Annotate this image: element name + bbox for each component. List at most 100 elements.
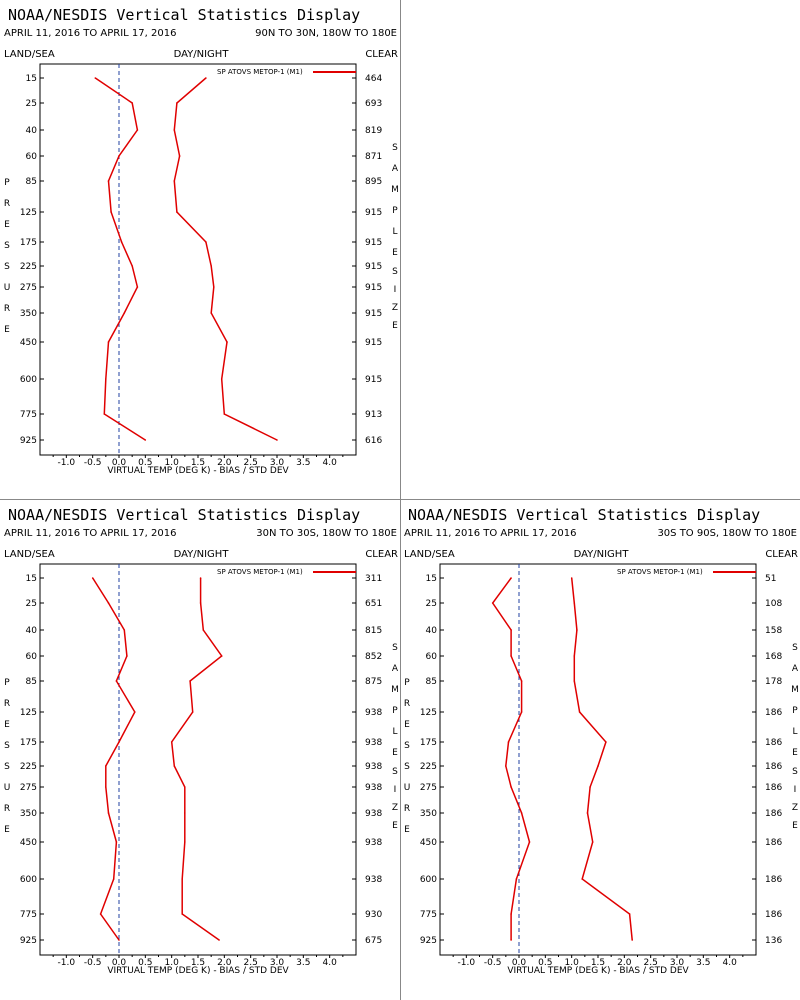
sample-size-label: 915 bbox=[365, 238, 382, 248]
sample-size-label: 915 bbox=[365, 375, 382, 385]
data-point-bias bbox=[520, 711, 523, 713]
data-point-bias bbox=[507, 741, 510, 743]
pressure-tick-label: 85 bbox=[26, 177, 37, 187]
pressure-tick-label: 225 bbox=[20, 762, 37, 772]
x-axis-label: VIRTUAL TEMP (DEG K) - BIAS / STD DEV bbox=[507, 966, 689, 976]
sample-size-label: 186 bbox=[765, 738, 782, 748]
x-tick-label: 4.0 bbox=[323, 458, 338, 468]
pressure-axis-letter: R bbox=[4, 804, 10, 814]
panel-divider-horizontal bbox=[0, 499, 800, 500]
sample-size-label: 693 bbox=[365, 99, 382, 109]
x-tick-label: -1.0 bbox=[58, 958, 76, 968]
pressure-tick-label: 85 bbox=[26, 677, 37, 687]
chart-svg: NOAA/NESDIS Vertical Statistics Display A… bbox=[4, 506, 399, 976]
pressure-tick-label: 60 bbox=[26, 652, 38, 662]
day-night-label: DAY/NIGHT bbox=[174, 49, 230, 60]
pressure-axis-letter: E bbox=[404, 825, 410, 835]
x-tick-label: 2.5 bbox=[244, 958, 258, 968]
data-point-bias bbox=[105, 786, 107, 788]
sample-axis-letter: A bbox=[392, 164, 399, 174]
data-point-bias bbox=[107, 341, 110, 343]
data-point-std-dev bbox=[184, 786, 186, 788]
pressure-axis-letter: R bbox=[4, 304, 10, 314]
data-point-bias bbox=[126, 655, 128, 657]
sample-axis-letter: L bbox=[392, 227, 397, 237]
sample-size-label: 651 bbox=[365, 599, 382, 609]
pressure-tick-label: 25 bbox=[26, 599, 37, 609]
size-axis-letter: Z bbox=[392, 803, 398, 813]
stats-panel-tropics: NOAA/NESDIS Vertical Statistics Display A… bbox=[0, 500, 400, 1000]
data-point-std-dev bbox=[591, 841, 594, 843]
data-point-bias bbox=[105, 378, 107, 380]
pressure-tick-label: 775 bbox=[20, 410, 37, 420]
size-axis-letter: I bbox=[394, 785, 397, 795]
data-point-std-dev bbox=[210, 312, 212, 314]
data-point-std-dev bbox=[210, 265, 212, 267]
stats-panel-north: NOAA/NESDIS Vertical Statistics Display A… bbox=[0, 0, 400, 500]
data-point-bias bbox=[123, 312, 126, 314]
data-point-bias bbox=[112, 878, 115, 880]
data-point-bias bbox=[528, 841, 531, 843]
series-line-bias bbox=[92, 577, 136, 941]
data-point-std-dev bbox=[170, 741, 173, 743]
sample-size-label: 895 bbox=[365, 177, 382, 187]
data-point-std-dev bbox=[173, 765, 176, 767]
data-point-bias bbox=[120, 241, 123, 243]
sample-axis-letter: P bbox=[792, 706, 798, 716]
pressure-axis-letter: U bbox=[404, 783, 411, 793]
pressure-tick-label: 125 bbox=[20, 208, 37, 218]
data-point-std-dev bbox=[578, 711, 581, 713]
x-tick-label: 1.0 bbox=[165, 458, 180, 468]
sample-size-label: 915 bbox=[365, 262, 382, 272]
x-tick-label: -0.5 bbox=[84, 458, 102, 468]
plot-frame bbox=[439, 563, 757, 956]
pressure-axis-letter: P bbox=[404, 678, 410, 688]
data-point-std-dev bbox=[220, 655, 223, 657]
pressure-axis-letter: P bbox=[4, 178, 10, 188]
pressure-tick-label: 225 bbox=[420, 762, 437, 772]
pressure-tick-label: 40 bbox=[426, 626, 438, 636]
sample-size-label: 930 bbox=[365, 910, 382, 920]
data-point-std-dev bbox=[202, 629, 205, 631]
x-tick-label: 2.0 bbox=[617, 958, 632, 968]
sample-size-label: 186 bbox=[765, 809, 782, 819]
day-night-label: DAY/NIGHT bbox=[574, 549, 630, 560]
data-point-bias bbox=[107, 180, 110, 182]
pressure-tick-label: 450 bbox=[420, 838, 437, 848]
data-point-bias bbox=[491, 602, 494, 604]
data-point-std-dev bbox=[199, 577, 202, 579]
sample-size-label: 938 bbox=[365, 838, 382, 848]
x-tick-label: 2.5 bbox=[644, 958, 658, 968]
data-point-bias bbox=[107, 602, 110, 604]
sample-size-label: 915 bbox=[365, 283, 382, 293]
data-point-std-dev bbox=[581, 878, 583, 880]
x-axis-label: VIRTUAL TEMP (DEG K) - BIAS / STD DEV bbox=[107, 466, 289, 476]
data-point-std-dev bbox=[181, 878, 183, 880]
chart-title: NOAA/NESDIS Vertical Statistics Display bbox=[8, 6, 360, 24]
pressure-tick-label: 25 bbox=[426, 599, 437, 609]
pressure-tick-label: 125 bbox=[420, 708, 437, 718]
data-point-std-dev bbox=[605, 741, 607, 743]
data-point-std-dev bbox=[573, 680, 576, 682]
chart-svg: NOAA/NESDIS Vertical Statistics Display A… bbox=[4, 6, 399, 476]
data-point-std-dev bbox=[205, 241, 207, 243]
x-tick-label: -1.0 bbox=[458, 958, 476, 968]
date-range: APRIL 11, 2016 TO APRIL 17, 2016 bbox=[4, 28, 176, 39]
sample-axis-letter: S bbox=[792, 643, 798, 653]
data-point-bias bbox=[110, 211, 112, 213]
x-tick-label: 0.0 bbox=[512, 958, 527, 968]
pressure-axis-letter: S bbox=[4, 762, 10, 772]
sample-axis-letter: P bbox=[392, 206, 398, 216]
data-point-bias bbox=[91, 577, 94, 579]
size-axis-letter: I bbox=[794, 785, 797, 795]
data-point-std-dev bbox=[631, 939, 633, 941]
data-point-std-dev bbox=[176, 211, 178, 213]
data-point-bias bbox=[510, 577, 512, 579]
region-label: 30N TO 30S, 180W TO 180E bbox=[256, 528, 397, 539]
x-tick-label: 3.0 bbox=[270, 458, 285, 468]
series-line-bias bbox=[94, 77, 146, 441]
data-point-bias bbox=[103, 413, 106, 415]
series-line-std-dev bbox=[170, 578, 223, 941]
sample-size-label: 938 bbox=[365, 738, 382, 748]
pressure-tick-label: 350 bbox=[20, 309, 37, 319]
